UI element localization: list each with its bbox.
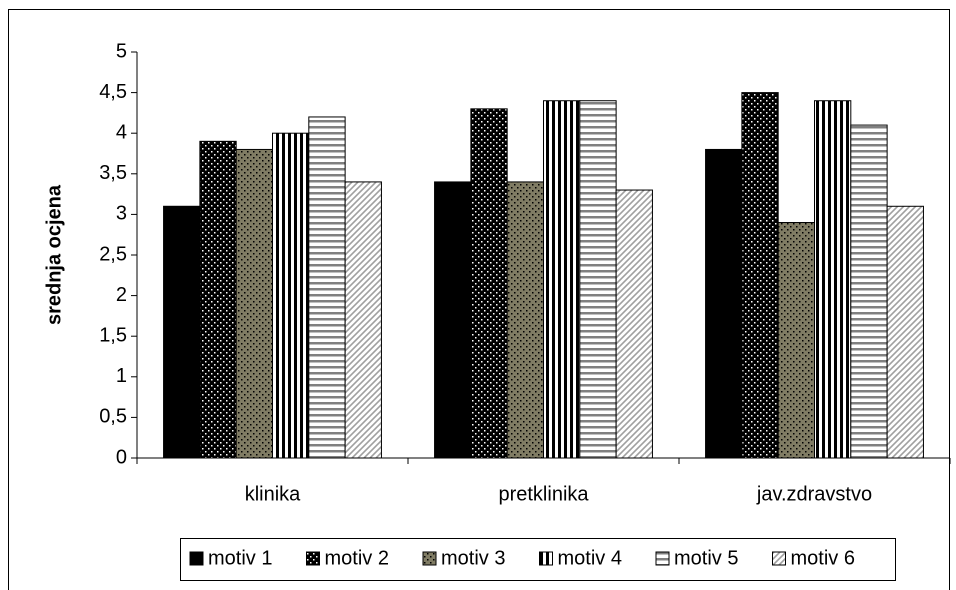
bar	[434, 181, 472, 459]
bar	[850, 124, 888, 459]
legend-label: motiv 6	[791, 547, 855, 569]
legend-label: motiv 2	[325, 547, 389, 569]
legend-swatch	[772, 551, 786, 566]
bar	[814, 100, 852, 459]
y-tick-label: 4,5	[99, 81, 127, 103]
legend-label: motiv 4	[558, 547, 622, 569]
legend-label: motiv 5	[674, 547, 738, 569]
bar	[308, 116, 346, 459]
bar	[506, 181, 545, 459]
y-tick-label: 3	[116, 203, 127, 225]
legend-swatch	[655, 551, 670, 566]
bar	[543, 100, 581, 459]
y-tick-label: 4	[116, 121, 127, 143]
x-tick-label: pretklinika	[498, 483, 589, 505]
legend-box	[180, 538, 896, 581]
bar	[163, 205, 201, 459]
bar	[470, 108, 508, 459]
legend-swatch	[306, 551, 320, 566]
bar	[741, 92, 779, 459]
bar	[579, 100, 617, 459]
y-axis-label: srednja ocjena	[43, 184, 65, 325]
y-tick-label: 5	[116, 40, 127, 62]
legend-label: motiv 1	[208, 547, 272, 569]
bar	[777, 222, 815, 459]
y-tick-label: 1,5	[99, 324, 127, 346]
y-tick-label: 3,5	[99, 162, 127, 184]
bar	[705, 148, 743, 459]
legend-label: motiv 3	[441, 547, 505, 569]
legend-swatch	[422, 551, 437, 566]
bar	[886, 205, 924, 459]
bar	[272, 132, 310, 459]
x-tick-label: klinika	[245, 483, 301, 505]
y-tick-label: 1	[116, 365, 127, 387]
bar	[199, 140, 237, 459]
bar	[235, 148, 274, 459]
y-tick-label: 2	[116, 284, 127, 306]
y-tick-label: 0	[116, 446, 127, 468]
y-tick-label: 0,5	[99, 406, 127, 428]
bar	[615, 189, 653, 459]
x-tick-label: jav.zdravstvo	[756, 483, 872, 505]
legend-swatch	[189, 551, 204, 566]
bar	[344, 181, 382, 459]
legend-swatch	[539, 551, 553, 566]
y-tick-label: 2,5	[99, 243, 127, 265]
